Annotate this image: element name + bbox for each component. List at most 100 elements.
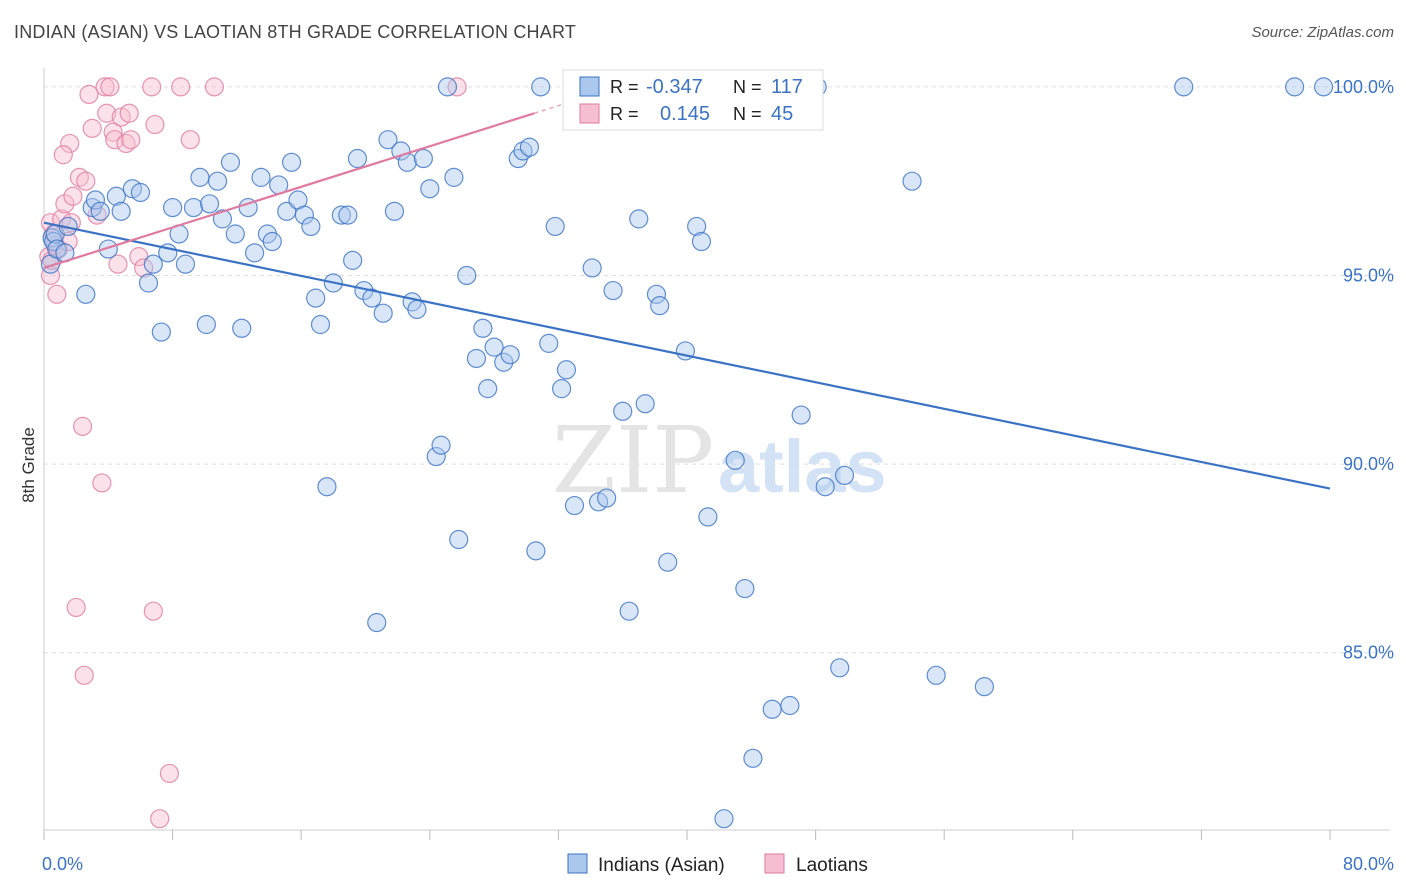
indians-point-101 xyxy=(725,450,745,470)
indians-point-82 xyxy=(552,379,572,399)
chart-title: INDIAN (ASIAN) VS LAOTIAN 8TH GRADE CORR… xyxy=(14,22,577,42)
indians-point-81 xyxy=(545,216,565,237)
legend-r-label-1: R = xyxy=(610,77,639,97)
laotians-point-6 xyxy=(47,284,67,304)
laotians-point-26 xyxy=(108,254,128,274)
legend-n-value-2: 45 xyxy=(771,103,793,125)
series-legend: Indians (Asian) Laotians xyxy=(567,853,868,876)
indians-point-11 xyxy=(98,239,118,259)
indians-point-68 xyxy=(457,265,477,286)
laotians-point-25 xyxy=(105,130,125,150)
indians-point-44 xyxy=(310,314,331,335)
laotians-point-29 xyxy=(119,103,139,123)
axes xyxy=(43,68,1390,840)
indians-point-71 xyxy=(478,379,498,399)
series-legend-swatch-indians xyxy=(567,853,588,874)
indians-point-93 xyxy=(646,284,667,304)
indians-point-48 xyxy=(338,205,358,225)
indians-point-43 xyxy=(306,288,326,308)
y-axis-label: 8th Grade xyxy=(19,427,38,503)
indians-point-100 xyxy=(714,809,734,829)
indians-point-56 xyxy=(384,201,405,221)
indians-point-24 xyxy=(190,167,210,187)
laotians-point-18 xyxy=(82,118,102,138)
indians-point-23 xyxy=(183,197,204,218)
watermark-zip: ZIP xyxy=(552,407,714,514)
indians-point-10 xyxy=(90,201,110,221)
indians-point-85 xyxy=(582,258,602,278)
indians-point-91 xyxy=(629,209,649,229)
legend-n-label-2: N = xyxy=(733,104,762,124)
indians-point-34 xyxy=(251,167,271,187)
indians-point-30 xyxy=(225,224,245,244)
indians-point-22 xyxy=(175,254,196,274)
indians-trend-line xyxy=(43,221,1331,490)
laotians-point-21 xyxy=(95,77,115,97)
indians-point-98 xyxy=(691,231,712,252)
laotians-point-35 xyxy=(145,114,165,135)
laotians-point-38 xyxy=(171,77,191,97)
legend-r-value-1: -0.347 xyxy=(646,76,703,98)
indians-point-79 xyxy=(531,77,551,97)
indians-point-115 xyxy=(1285,77,1305,97)
indians-point-99 xyxy=(698,507,718,527)
indians-point-45 xyxy=(317,477,337,497)
indians-point-18 xyxy=(151,322,171,342)
laotians-trend-line xyxy=(43,112,535,269)
y-tick-label-0: 85.0% xyxy=(1343,643,1394,663)
series-legend-label-indians: Indians (Asian) xyxy=(598,855,725,876)
indians-point-42 xyxy=(301,216,321,237)
series-legend-label-laotians: Laotians xyxy=(796,855,868,876)
x-tick-labels: 0.0% 80.0% xyxy=(42,854,1394,874)
indians-point-60 xyxy=(407,299,427,320)
indians-point-49 xyxy=(343,250,363,270)
indians-point-50 xyxy=(347,148,368,169)
laotians-point-16 xyxy=(76,171,96,191)
laotians-point-22 xyxy=(97,103,117,123)
indians-point-95 xyxy=(658,552,678,572)
indians-point-64 xyxy=(431,435,451,455)
indians-point-9 xyxy=(85,190,106,210)
indians-point-105 xyxy=(780,695,800,716)
laotians-point-32 xyxy=(134,258,154,278)
laotians-point-34 xyxy=(143,601,163,621)
source-label: Source: ZipAtlas.com xyxy=(1251,24,1394,41)
legend-swatch-blue xyxy=(579,76,600,97)
indians-point-77 xyxy=(519,137,540,157)
watermark-atlas: atlas xyxy=(718,425,887,508)
laotians-point-20 xyxy=(92,473,112,493)
indians-point-65 xyxy=(437,77,458,97)
indians-point-110 xyxy=(834,465,855,486)
indians-point-33 xyxy=(244,243,265,263)
laotians-point-37 xyxy=(159,763,179,784)
laotians-point-23 xyxy=(100,77,120,97)
indians-point-109 xyxy=(830,658,850,678)
indians-point-47 xyxy=(331,205,351,225)
laotians-point-17 xyxy=(79,84,99,105)
indians-point-12 xyxy=(106,186,126,206)
laotians-point-39 xyxy=(180,130,200,150)
laotians-point-9 xyxy=(55,194,75,214)
series-legend-swatch-laotians xyxy=(764,853,785,874)
indians-point-113 xyxy=(974,677,994,697)
indians-point-106 xyxy=(791,405,811,425)
indians-point-114 xyxy=(1174,77,1194,97)
indians-point-84 xyxy=(564,495,585,516)
stats-legend: R = -0.347 N = 117 R = 0.145 N = 45 xyxy=(562,69,824,131)
indians-point-116 xyxy=(1313,77,1334,97)
laotians-point-15 xyxy=(74,665,94,685)
trend-lines xyxy=(43,84,1331,490)
indians-point-7 xyxy=(76,284,96,304)
indians-point-88 xyxy=(603,280,623,301)
laotians-points xyxy=(39,77,467,829)
indians-point-20 xyxy=(163,197,183,218)
laotians-point-12 xyxy=(63,186,83,206)
legend-r-value-2: 0.145 xyxy=(660,103,710,125)
indians-point-87 xyxy=(597,488,617,508)
indians-point-39 xyxy=(281,152,302,172)
indians-point-54 xyxy=(373,303,393,323)
indians-point-72 xyxy=(484,337,504,357)
indians-point-103 xyxy=(743,748,763,768)
indians-point-57 xyxy=(391,141,411,161)
